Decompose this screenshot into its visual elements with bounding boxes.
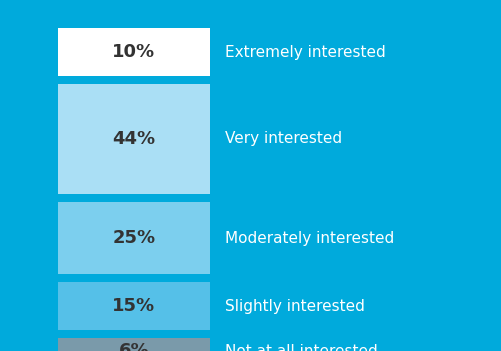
Bar [58,28,210,76]
Text: Extremely interested: Extremely interested [225,45,386,60]
Text: Moderately interested: Moderately interested [225,231,394,245]
Text: 6%: 6% [119,342,149,351]
Text: 15%: 15% [112,297,156,315]
Text: 44%: 44% [112,130,156,148]
Bar [58,202,210,274]
Bar [58,282,210,330]
Text: Very interested: Very interested [225,132,342,146]
Text: 25%: 25% [112,229,156,247]
Bar [58,84,210,194]
Text: Not at all interested: Not at all interested [225,344,378,351]
Text: Slightly interested: Slightly interested [225,298,365,313]
Text: 10%: 10% [112,43,156,61]
Bar [58,338,210,351]
